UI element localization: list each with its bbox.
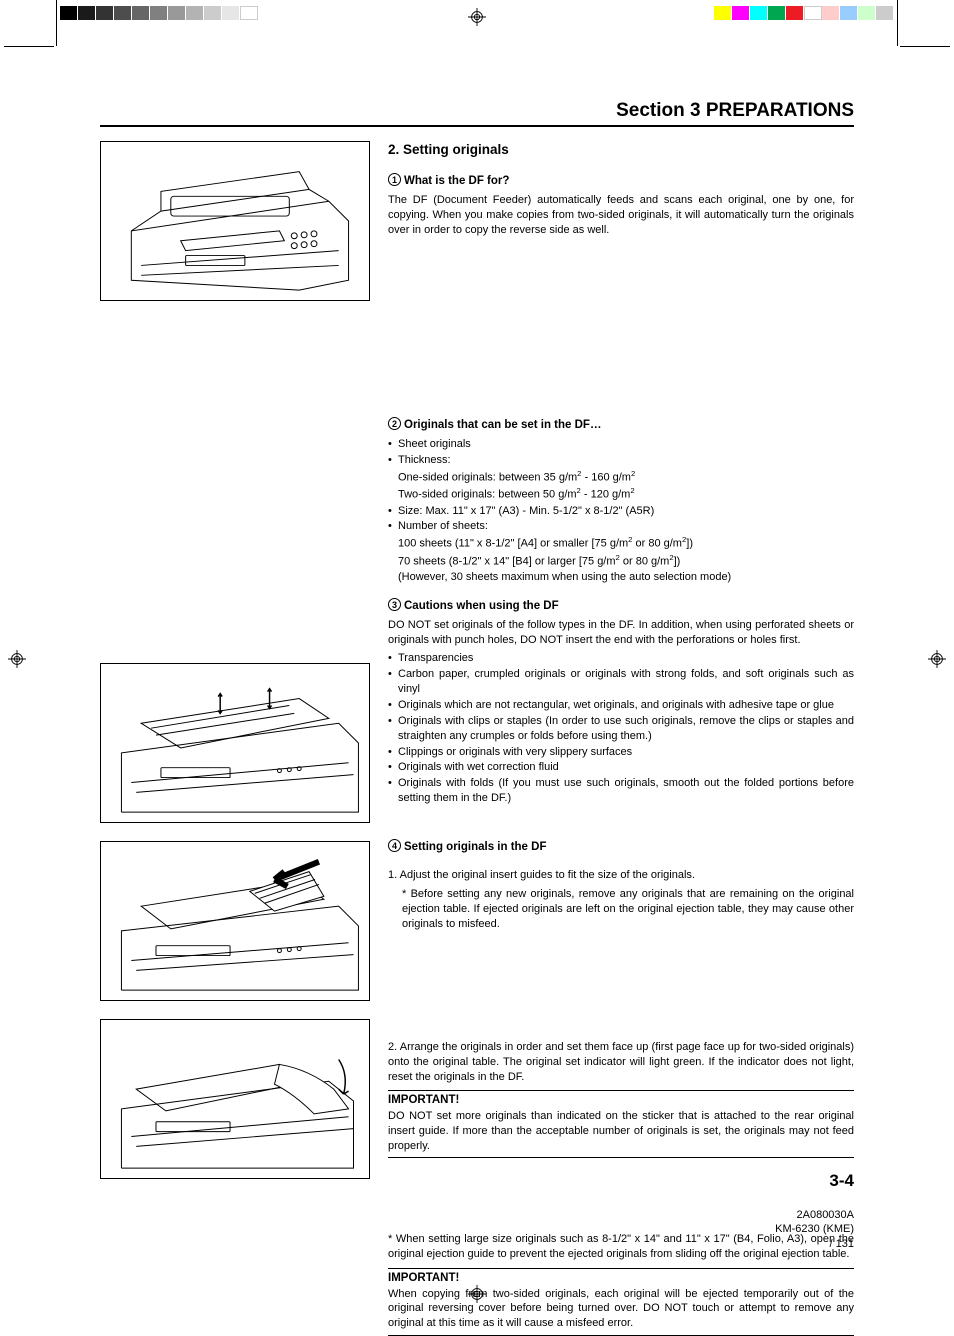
item-2-thickness2: Two-sided originals: between 50 g/m2 - 1… [388,486,854,503]
crop-mark [4,46,54,47]
item-3-body: DO NOT set originals of the follow types… [388,618,854,648]
item-2-thickness1: One-sided originals: between 35 g/m2 - 1… [388,469,854,486]
registration-mark-icon [928,650,946,668]
item-4-step1: 1. Adjust the original insert guides to … [388,868,854,883]
item-3-title: 3Cautions when using the DF [388,594,854,616]
text-column: 2. Setting originals 1What is the DF for… [388,141,854,1336]
figure-two-sided-eject [100,1019,370,1179]
figure-set-originals [100,841,370,1001]
figure-copier-overview [100,141,370,301]
item-1-body: The DF (Document Feeder) automatically f… [388,193,854,238]
registration-mark-icon [468,8,486,26]
item-2-title: 2Originals that can be set in the DF… [388,413,854,435]
crop-mark [900,46,950,47]
item-2-bullets: Sheet originals Thickness: [388,437,854,468]
subhead: 2. Setting originals [388,141,854,159]
footer: 2A080030A KM-6230 (KME) / 131 [775,1208,854,1251]
important-body-1: DO NOT set more originals than indicated… [388,1109,854,1154]
item-4-step2: 2. Arrange the originals in order and se… [388,1040,854,1085]
registration-mark-icon [8,650,26,668]
item-4-title: 4Setting originals in the DF [388,835,854,857]
grayscale-colorbar [60,6,258,20]
page-content: Section 3 PREPARATIONS [100,100,854,1271]
page-number: 3-4 [829,1171,854,1191]
important-label-1: IMPORTANT! [388,1090,854,1109]
crop-mark [56,0,57,46]
item-1-title: 1What is the DF for? [388,169,854,191]
cmyk-colorbar [714,6,894,20]
important-label-2: IMPORTANT! [388,1268,854,1287]
item-4-step1-note: * Before setting any new originals, remo… [388,887,854,932]
item-3-bullets: Transparencies Carbon paper, crumpled or… [388,651,854,805]
figure-column [100,141,370,1336]
figure-adjust-guides [100,663,370,823]
section-header: Section 3 PREPARATIONS [100,100,854,127]
important-body-2: When copying from two-sided originals, e… [388,1287,854,1332]
crop-mark [897,0,898,46]
